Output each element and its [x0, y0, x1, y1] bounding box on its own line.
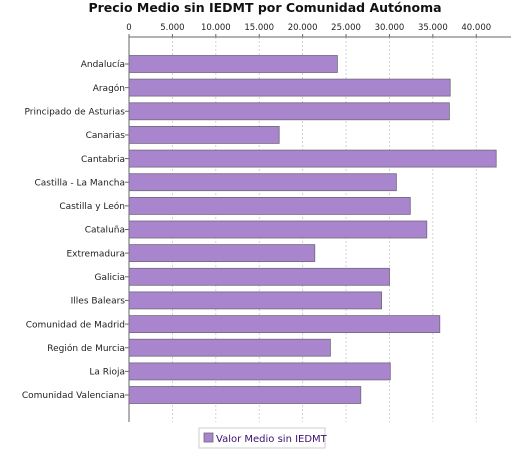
category-label: Cataluña — [85, 226, 125, 236]
x-tick-label: 5.000 — [160, 23, 184, 33]
bar — [128, 267, 390, 286]
legend: Valor Medio sin IEDMT — [198, 427, 328, 449]
bar — [128, 55, 338, 73]
category-label: Aragón — [93, 83, 125, 94]
bar — [128, 78, 451, 97]
bar — [128, 291, 383, 310]
category-labels: Andalucía Aragón Principado de Asturias Can… — [22, 60, 125, 401]
category-label: Illes Balears — [71, 297, 126, 307]
x-tick-label: 20.000 — [288, 23, 318, 33]
x-tick-label: 15.000 — [244, 23, 274, 33]
bar — [128, 102, 450, 121]
bar — [128, 196, 411, 215]
x-tick-label: 0 — [126, 23, 131, 33]
category-label: Canarias — [86, 131, 126, 141]
bar — [128, 126, 280, 144]
category-label: Principado de Asturias — [24, 107, 125, 117]
bar — [128, 386, 362, 404]
x-tick-label: 10.000 — [201, 23, 231, 33]
category-label: Cantabria — [81, 155, 125, 165]
bar — [128, 338, 331, 357]
category-label: Comunidad Valenciana — [22, 391, 125, 401]
x-tick-label: 25.000 — [331, 23, 361, 33]
bar — [128, 173, 397, 192]
category-label: Región de Murcia — [47, 343, 125, 354]
legend-frame — [198, 427, 326, 449]
category-label: La Rioja — [89, 368, 125, 378]
category-label: Extremadura — [67, 249, 126, 259]
category-label: Comunidad de Madrid — [26, 320, 125, 330]
category-label: Andalucía — [81, 60, 125, 70]
chart-title: Precio Medio sin IEDMT por Comunidad Aut… — [88, 0, 441, 15]
x-tick-label: 35.000 — [418, 23, 448, 33]
category-label: Galicia — [95, 273, 125, 283]
legend-swatch — [203, 432, 214, 443]
x-tick-label: 40.000 — [461, 23, 491, 33]
legend-label: Valor Medio sin IEDMT — [216, 434, 328, 445]
bar — [128, 244, 316, 263]
category-label: Castilla - La Mancha — [34, 178, 125, 188]
bar — [128, 362, 391, 381]
bar — [128, 149, 497, 168]
category-label: Castilla y León — [59, 201, 125, 212]
bar — [128, 220, 428, 239]
x-tick-label: 30.000 — [375, 23, 405, 33]
bar — [128, 315, 441, 334]
bars — [128, 55, 497, 404]
